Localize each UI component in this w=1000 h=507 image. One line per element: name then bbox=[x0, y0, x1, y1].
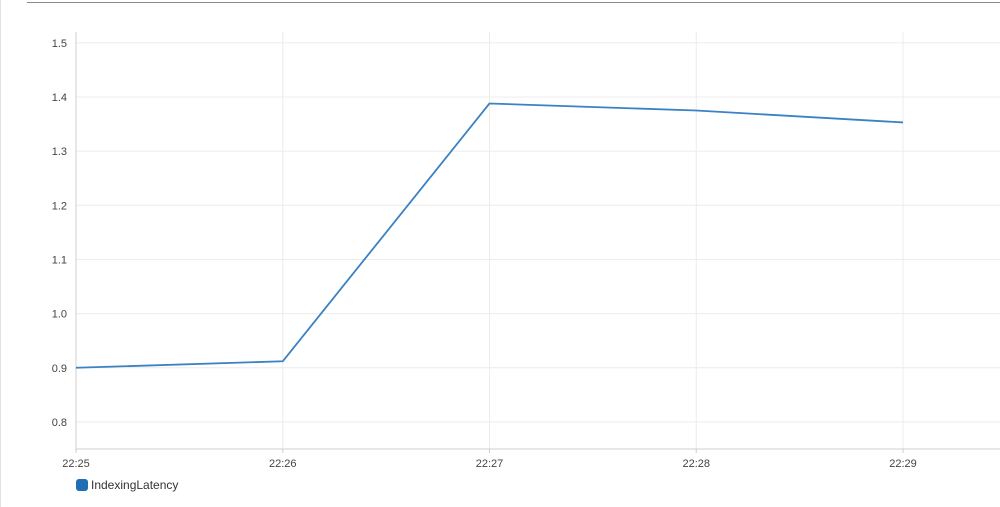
y-tick-label: 1.3 bbox=[52, 146, 67, 158]
y-tick-label: 1.5 bbox=[52, 38, 67, 50]
x-tick-label: 22:27 bbox=[476, 458, 504, 470]
legend-swatch bbox=[76, 479, 88, 491]
panel-top-border bbox=[27, 2, 1000, 3]
y-tick-label: 1.2 bbox=[52, 200, 67, 212]
y-tick-label: 0.9 bbox=[52, 363, 67, 375]
panel-left-border bbox=[0, 0, 1, 507]
x-tick-labels: 22:25 22:26 22:27 22:28 22:29 bbox=[62, 458, 917, 470]
x-tick-label: 22:26 bbox=[269, 458, 297, 470]
grid-lines bbox=[75, 32, 1000, 449]
y-tick-label: 1.0 bbox=[52, 309, 67, 321]
x-tick-label: 22:29 bbox=[889, 458, 917, 470]
series-lines bbox=[75, 102, 904, 369]
y-tick-labels: 0.8 0.9 1.0 1.1 1.2 1.3 1.4 1.5 bbox=[52, 38, 67, 429]
y-tick-label: 0.8 bbox=[52, 417, 67, 429]
y-tick-label: 1.4 bbox=[52, 92, 67, 104]
series-line-indexinglatency bbox=[75, 102, 904, 369]
axes bbox=[75, 32, 1000, 453]
legend-label: IndexingLatency bbox=[91, 478, 179, 492]
x-tick-label: 22:28 bbox=[682, 458, 710, 470]
x-tick-label: 22:25 bbox=[62, 458, 90, 470]
chart-legend[interactable]: IndexingLatency bbox=[76, 478, 178, 492]
y-tick-label: 1.1 bbox=[52, 254, 67, 266]
